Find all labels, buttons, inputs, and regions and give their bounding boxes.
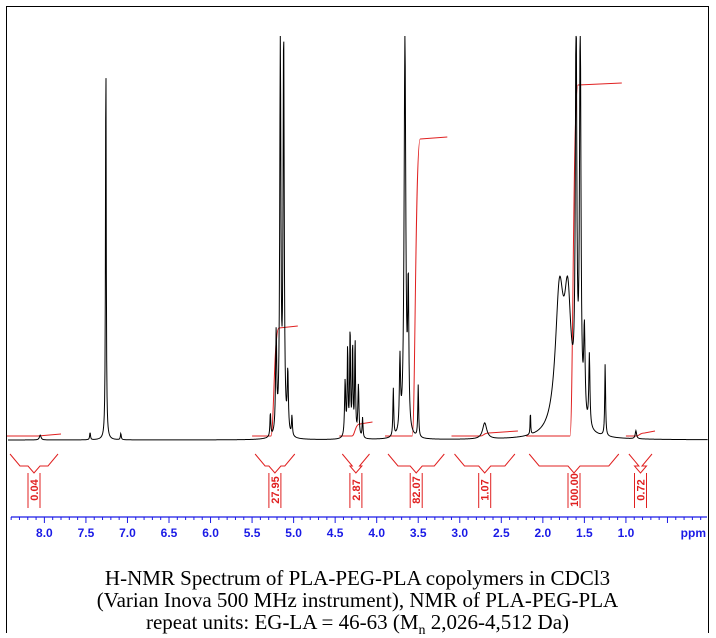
integral-bracket-1: 27.95 [254,453,296,508]
nmr-spectrum-chart: 0.04 27.95 2.87 82.07 1.07 100.00 0.72 8.0 7.5 7… [7,35,708,540]
x-tick-label: 1.0 [618,526,635,540]
integral-bracket-4: 1.07 [454,453,516,508]
integral-bracket-0: 0.04 [9,453,59,508]
x-tick-label: 3.0 [451,526,468,540]
x-tick-label: 5.5 [244,526,261,540]
integral-bracket-6: 0.72 [628,453,653,508]
integral-curve-3 [385,136,448,437]
spectrum-trace [8,35,708,441]
x-tick-label: 2.0 [535,526,552,540]
caption-line-2: (Varian Inova 500 MHz instrument), NMR o… [96,588,619,612]
ppm-axis: 8.0 7.5 7.0 6.5 6.0 5.5 5.0 4.5 4.0 3.5 3.0 2.5 2.0 1… [10,516,707,540]
x-tick-label: 3.5 [410,526,427,540]
caption-line-3: repeat units: EG-LA = 46-63 (Mn 2,026-4,… [6,610,709,638]
x-tick-label: 6.0 [202,526,219,540]
x-tick-label: 7.0 [119,526,136,540]
x-tick-label: 5.0 [285,526,302,540]
integral-value-label: 82.07 [411,476,423,504]
x-tick-label: 7.5 [78,526,95,540]
x-tick-label: 1.5 [576,526,593,540]
integral-value-label: 100.00 [569,473,581,507]
x-tick-label: 8.0 [36,526,53,540]
integral-value-label: 27.95 [270,476,282,504]
integral-curve-0 [7,433,62,437]
integral-bracket-2: 2.87 [341,453,370,508]
x-tick-label: 2.5 [493,526,510,540]
x-tick-label: 6.5 [161,526,178,540]
integral-value-label: 1.07 [480,479,492,500]
figure-caption: H-NMR Spectrum of PLA-PEG-PLA copolymers… [6,566,709,638]
x-axis-label: ppm [681,526,706,540]
integral-curve-5 [526,82,622,437]
caption-line-1: H-NMR Spectrum of PLA-PEG-PLA copolymers… [104,566,611,590]
integral-brackets: 0.04 27.95 2.87 82.07 1.07 100.00 0.72 [9,453,653,508]
caption-line-3-prefix: repeat units: EG-LA = 46-63 (M [145,610,419,634]
x-tick-label: 4.0 [368,526,385,540]
caption-line-3-suffix: 2,026-4,512 Da) [425,610,570,634]
integral-bracket-5: 100.00 [528,453,620,508]
integral-curves [7,82,656,437]
integral-curve-1 [252,325,298,437]
caption-line-3-subscript: n [418,623,426,638]
integral-curve-4 [451,430,518,437]
integral-curve-6 [625,430,656,437]
figure-frame [6,6,709,633]
integral-value-label: 0.04 [29,478,41,500]
integral-value-label: 2.87 [351,479,363,500]
x-tick-label: 4.5 [327,526,344,540]
integral-bracket-3: 82.07 [387,453,445,508]
integral-value-label: 0.72 [636,479,648,500]
